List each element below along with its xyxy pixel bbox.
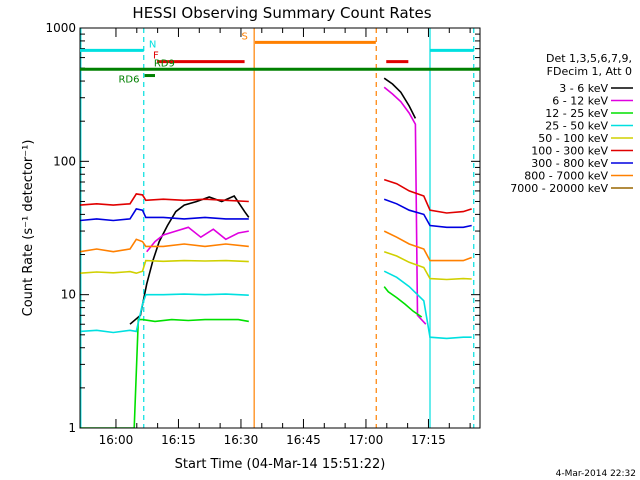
series-line [80,178,472,214]
x-tick-label: 16:00 [99,433,134,447]
plot-area [80,28,475,428]
y-axis-label: Count Rate (s⁻¹ detector⁻¹) [21,140,36,317]
x-axis: 16:00 16:15 16:30 16:45 17:00 17:15 [99,28,471,447]
annotation-label: F [153,51,159,62]
legend-label: 3 - 6 keV [559,82,608,95]
annotation-label: S [241,31,247,42]
series-line [146,86,427,325]
series-line [80,270,472,340]
y-tick-label: 1000 [45,21,76,35]
legend-header: Det 1,3,5,6,7,9, [546,52,632,65]
x-axis-label: Start Time (04-Mar-14 15:51:22) [175,457,386,472]
series-line [80,230,472,262]
legend-label: 300 - 800 keV [531,157,608,170]
x-tick-label: 16:45 [286,433,321,447]
legend-label: 12 - 25 keV [545,107,608,120]
y-axis: 1 10 100 1000 [45,21,480,435]
y-tick-label: 10 [61,288,76,302]
x-tick-label: 17:00 [349,433,384,447]
plot-clip [80,28,475,428]
legend: Det 1,3,5,6,7,9,FDecim 1, Att 0 3 - 6 keV… [510,52,633,195]
series-line [80,250,472,281]
series-line [80,286,423,428]
annotation-label: N [149,39,156,50]
series-line [80,198,472,229]
x-tick-label: 16:30 [224,433,259,447]
y-tick-label: 1 [68,421,76,435]
plot-frame [79,27,481,429]
annotations: NF S RD9 RD6 [80,31,480,86]
series-line [129,77,417,325]
legend-label: 6 - 12 keV [552,95,608,108]
annotation-label: RD9 [154,58,175,69]
legend-label: 25 - 50 keV [545,120,608,133]
x-tick-label: 17:15 [411,433,446,447]
y-tick-label: 100 [53,154,76,168]
annotation-label: RD6 [118,75,139,86]
chart-title: HESSI Observing Summary Count Rates [132,4,431,22]
legend-header: FDecim 1, Att 0 [547,65,632,78]
legend-label: 800 - 7000 keV [524,170,608,183]
timestamp: 4-Mar-2014 22:32 [556,469,636,479]
legend-label: 100 - 300 keV [531,145,608,158]
legend-label: 50 - 100 keV [538,132,608,145]
x-tick-label: 16:15 [161,433,196,447]
legend-label: 7000 - 20000 keV [510,182,608,195]
